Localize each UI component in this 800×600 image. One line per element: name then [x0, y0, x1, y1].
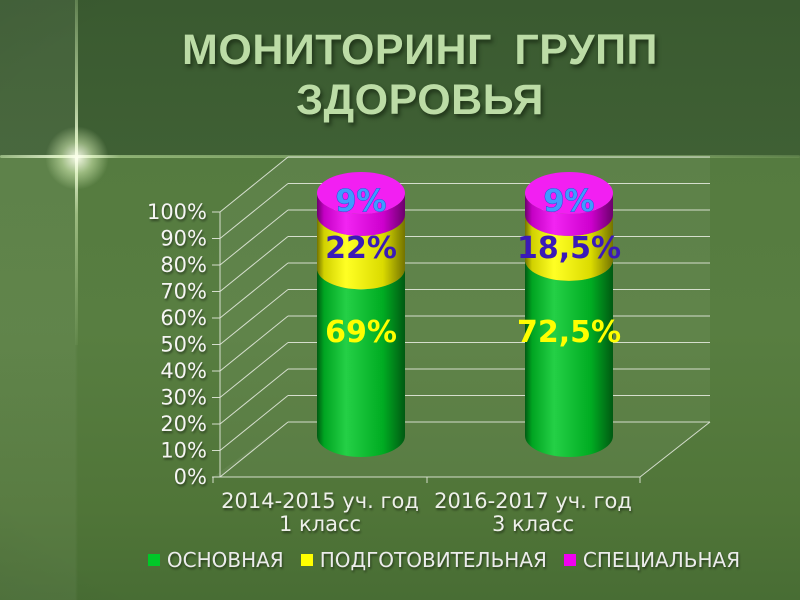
cylinder-segment — [317, 268, 405, 457]
slide-title: МОНИТОРИНГ ГРУПП ЗДОРОВЬЯ — [182, 26, 658, 124]
data-label: 18,5% — [517, 231, 621, 266]
chart-legend: ОСНОВНАЯ ПОДГОТОВИТЕЛЬНАЯ СПЕЦИАЛЬНАЯ — [0, 547, 800, 573]
data-label: 22% — [325, 231, 397, 266]
y-tick-label: 60% — [160, 306, 207, 330]
y-tick-label: 90% — [160, 227, 207, 251]
x-category-label: 3 класс — [492, 512, 574, 536]
legend-item-osnovnaya: ОСНОВНАЯ — [147, 548, 284, 572]
y-tick-label: 10% — [160, 439, 207, 463]
legend-swatch-yellow — [300, 554, 313, 566]
data-label: 9% — [544, 184, 595, 219]
legend-label: ОСНОВНАЯ — [166, 548, 284, 572]
data-label: 69% — [325, 315, 397, 350]
cylinder-segment — [525, 259, 613, 457]
cylinder-segment — [317, 214, 405, 290]
y-tick-label: 30% — [160, 386, 207, 410]
y-axis-labels: 0%10% 20%30% 40%50% 60%70% 80%90% 100% — [147, 200, 207, 489]
legend-label: ПОДГОТОВИТЕЛЬНАЯ — [319, 548, 547, 572]
cylinder-segment — [317, 193, 405, 236]
legend-swatch-green — [147, 554, 160, 566]
y-tick-label: 50% — [160, 333, 207, 357]
floor-right-edge — [639, 421, 711, 478]
x-category-label: 2014-2015 уч. год — [221, 489, 419, 513]
y-tick-label: 0% — [174, 465, 207, 489]
legend-item-podgotovitelnaya: ПОДГОТОВИТЕЛЬНАЯ — [300, 548, 547, 572]
cylinders: 69% 22% 9% 72,5% 18,5% 9% — [317, 172, 621, 457]
y-tick-label: 20% — [160, 412, 207, 436]
legend-swatch-magenta — [563, 554, 576, 566]
floor — [213, 422, 710, 477]
cylinder-top-cap — [525, 172, 613, 214]
data-label: 72,5% — [517, 315, 621, 350]
x-category-label: 1 класс — [279, 512, 361, 536]
y-tick-label: 100% — [147, 200, 207, 224]
cylinder-top-cap — [317, 172, 405, 214]
cylinder-segment — [525, 214, 613, 281]
x-category-label: 2016-2017 уч. год — [434, 489, 632, 513]
y-tick-label: 70% — [160, 280, 207, 304]
data-label: 9% — [336, 184, 387, 219]
legend-label: СПЕЦИАЛЬНАЯ — [582, 548, 741, 572]
y-tick-label: 80% — [160, 253, 207, 277]
y-tick-label: 40% — [160, 359, 207, 383]
legend-item-spetsialnaya: СПЕЦИАЛЬНАЯ — [563, 548, 741, 572]
flare-glow — [45, 126, 109, 190]
cylinder-segment — [525, 193, 613, 236]
